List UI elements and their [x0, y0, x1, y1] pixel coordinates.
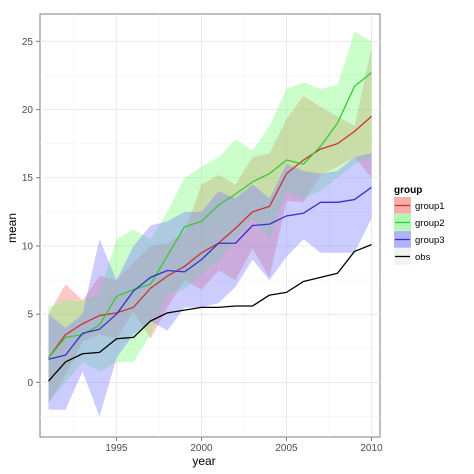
x-axis-title: year [192, 454, 215, 468]
y-tick-label: 15 [22, 173, 34, 184]
y-axis-title: mean [5, 213, 19, 243]
x-tick-label: 2010 [360, 443, 383, 454]
plot-background [39, 13, 381, 438]
x-tick-label: 2005 [275, 443, 298, 454]
x-tick-label: 2000 [190, 443, 213, 454]
legend-title: group [394, 185, 422, 196]
y-tick-label: 0 [27, 378, 33, 389]
plot-panel [39, 13, 381, 438]
y-tick-label: 25 [22, 37, 34, 48]
obs-line [48, 243, 372, 382]
group3-legend-label: group3 [415, 235, 445, 246]
axes: 1995 2000 2005 2010 0 5 10 15 20 25 [22, 37, 383, 454]
group2-line [47, 72, 372, 359]
y-tick-label: 10 [22, 241, 34, 252]
x-tick-label: 1995 [105, 443, 128, 454]
group1-line [47, 115, 372, 359]
y-tick-label: 5 [27, 310, 33, 321]
group1-legend-label: group1 [415, 201, 445, 212]
group1-ribbon [48, 48, 372, 403]
grid-lines [40, 14, 380, 437]
group3-line [48, 186, 372, 360]
y-tick-label: 20 [22, 105, 34, 116]
obs-legend-label: obs [415, 252, 431, 263]
line-layer [47, 72, 372, 382]
group2-legend-label: group2 [415, 218, 445, 229]
group3-ribbon [48, 153, 372, 417]
ribbon-layer [48, 31, 372, 417]
group2-ribbon [48, 31, 372, 403]
legend: group group1 group2 group3 obs [393, 185, 445, 266]
